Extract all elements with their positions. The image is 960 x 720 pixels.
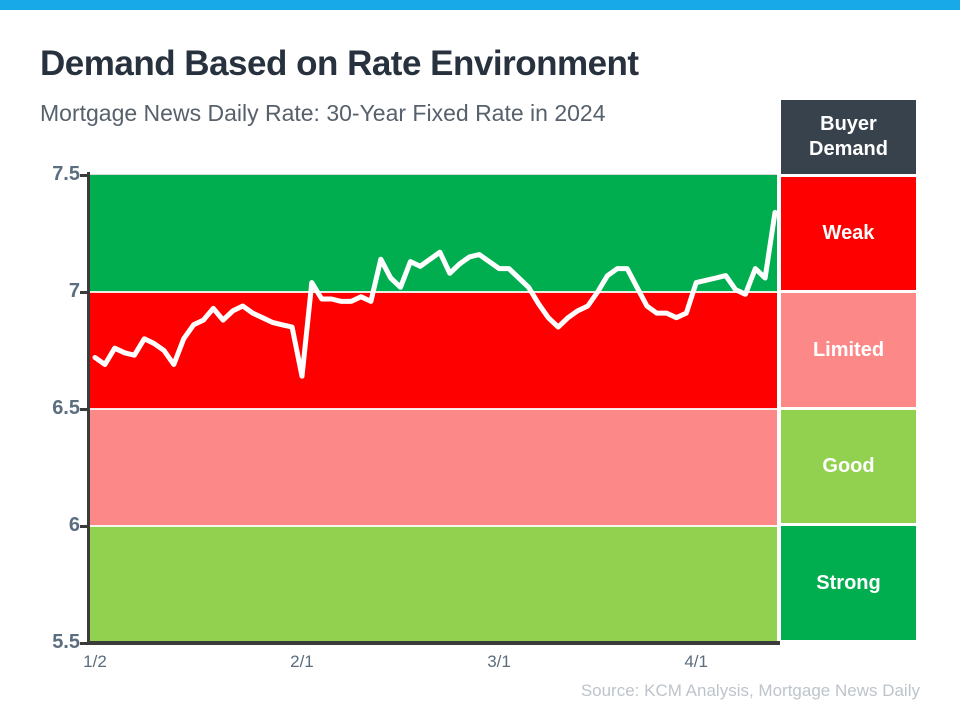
page-title: Demand Based on Rate Environment: [40, 44, 639, 83]
legend-cell-weak: Weak: [781, 177, 916, 290]
rate-chart-plot-area: [90, 174, 778, 643]
band-good: [90, 526, 778, 643]
band-separator-7: [90, 291, 778, 293]
y-tick-mark: [80, 291, 88, 294]
top-accent-bar: [0, 0, 960, 10]
x-tick-label: 1/2: [83, 652, 107, 671]
y-axis-line: [87, 172, 90, 645]
y-tick-mark: [80, 642, 88, 645]
y-tick-label: 7: [68, 280, 80, 302]
legend-cell-strong: Strong: [781, 526, 916, 640]
band-limited: [90, 409, 778, 526]
x-axis-line: [87, 641, 780, 645]
rate-line: [92, 209, 778, 379]
y-tick-mark: [80, 174, 88, 177]
x-tick-label: 4/1: [684, 652, 708, 671]
legend-cell-limited: Limited: [781, 293, 916, 407]
y-tick-label: 5.5: [52, 631, 80, 653]
y-tick-mark: [80, 525, 88, 528]
y-tick-mark: [80, 408, 88, 411]
plot-top-border: [90, 174, 778, 175]
rate-line-chart: [92, 209, 778, 379]
page-subtitle: Mortgage News Daily Rate: 30-Year Fixed …: [40, 100, 606, 126]
y-tick-label: 6.5: [52, 397, 80, 419]
legend-header: Buyer Demand: [781, 100, 916, 174]
x-tick-label: 2/1: [290, 652, 314, 671]
band-separator-6-5: [90, 408, 778, 410]
band-separator-6: [90, 525, 778, 527]
source-note: Source: KCM Analysis, Mortgage News Dail…: [580, 681, 920, 700]
y-tick-label: 6: [68, 514, 80, 536]
band-strong: [90, 175, 778, 292]
y-tick-label: 7.5: [52, 163, 80, 185]
legend-cell-good: Good: [781, 410, 916, 523]
x-tick-label: 3/1: [487, 652, 511, 671]
